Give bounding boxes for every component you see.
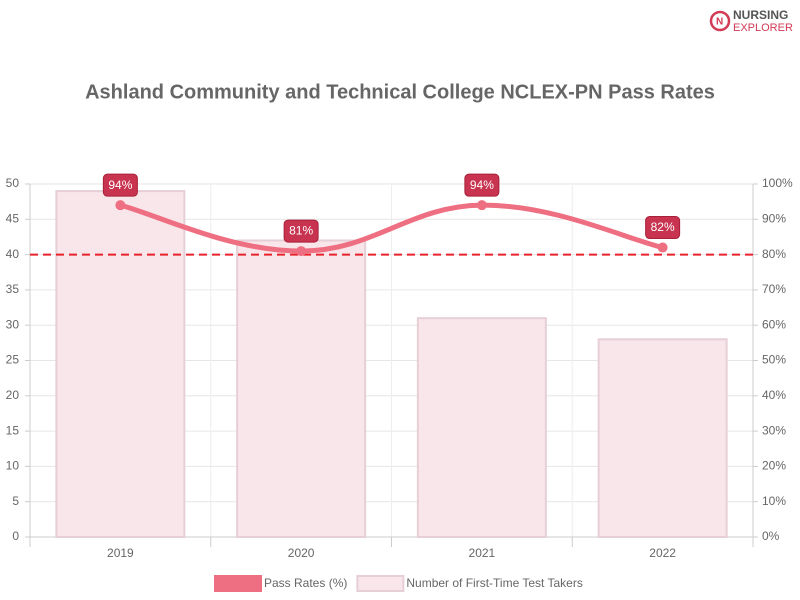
- bar: [416, 317, 547, 539]
- line: [119, 202, 664, 254]
- y2-tick-label: 0%: [762, 529, 780, 543]
- data-label: 94%: [464, 173, 500, 197]
- data-label-box: [645, 216, 681, 240]
- data-label-box: [464, 173, 500, 197]
- point: [476, 200, 487, 211]
- y2-tick-label: 10%: [762, 494, 786, 508]
- data-label-box: [283, 219, 319, 243]
- y-tick-label: 40: [6, 247, 20, 261]
- data-label: 94%: [102, 173, 138, 197]
- point: [115, 200, 126, 211]
- y-tick-label: 10: [6, 459, 20, 473]
- y-tick-label: 45: [6, 211, 20, 225]
- logo-icon-text: N: [716, 17, 723, 28]
- y2-tick-label: 60%: [762, 317, 786, 331]
- legend-label: Pass Rates (%): [264, 576, 347, 590]
- chart-title: Ashland Community and Technical College …: [85, 81, 715, 103]
- legend-swatch: [356, 575, 405, 592]
- x-tick-label: 2020: [288, 546, 315, 560]
- data-label-text: 94%: [108, 178, 132, 192]
- y-tick-label: 0: [12, 529, 19, 543]
- data-label-box: [102, 173, 138, 197]
- data-label-text: 82%: [651, 220, 675, 234]
- logo-icon: [709, 10, 731, 32]
- y2-tick-label: 80%: [762, 247, 786, 261]
- x-tick-label: 2019: [107, 546, 134, 560]
- y-tick-label: 20: [6, 388, 20, 402]
- y-tick-label: 15: [6, 423, 20, 437]
- data-label: 82%: [645, 216, 681, 240]
- y-tick-label: 25: [6, 353, 20, 367]
- y-tick-label: 50: [6, 176, 20, 190]
- y2-tick-label: 50%: [762, 353, 786, 367]
- y2-tick-label: 40%: [762, 388, 786, 402]
- point: [296, 246, 307, 257]
- y2-tick-label: 100%: [762, 176, 793, 190]
- data-label-text: 81%: [289, 224, 313, 238]
- y2-tick-label: 70%: [762, 282, 786, 296]
- y-tick-label: 30: [6, 317, 20, 331]
- logo: N NURSING EXPLORER: [709, 8, 793, 34]
- logo-line: NURSING: [733, 8, 788, 22]
- legend-label: Number of First-Time Test Takers: [406, 576, 582, 590]
- bar: [597, 338, 728, 538]
- y2-tick-label: 30%: [762, 423, 786, 437]
- y2-tick-label: 20%: [762, 459, 786, 473]
- y-tick-label: 5: [12, 494, 19, 508]
- x-tick-label: 2022: [649, 546, 676, 560]
- data-label: 81%: [283, 219, 319, 243]
- bar: [55, 190, 186, 538]
- logo-line: EXPLORER: [733, 22, 793, 34]
- x-tick-label: 2021: [469, 546, 496, 560]
- point: [657, 242, 668, 253]
- y2-tick-label: 90%: [762, 211, 786, 225]
- bar: [236, 239, 367, 538]
- y-tick-label: 35: [6, 282, 20, 296]
- legend-swatch: [214, 575, 262, 592]
- data-label-text: 94%: [470, 178, 494, 192]
